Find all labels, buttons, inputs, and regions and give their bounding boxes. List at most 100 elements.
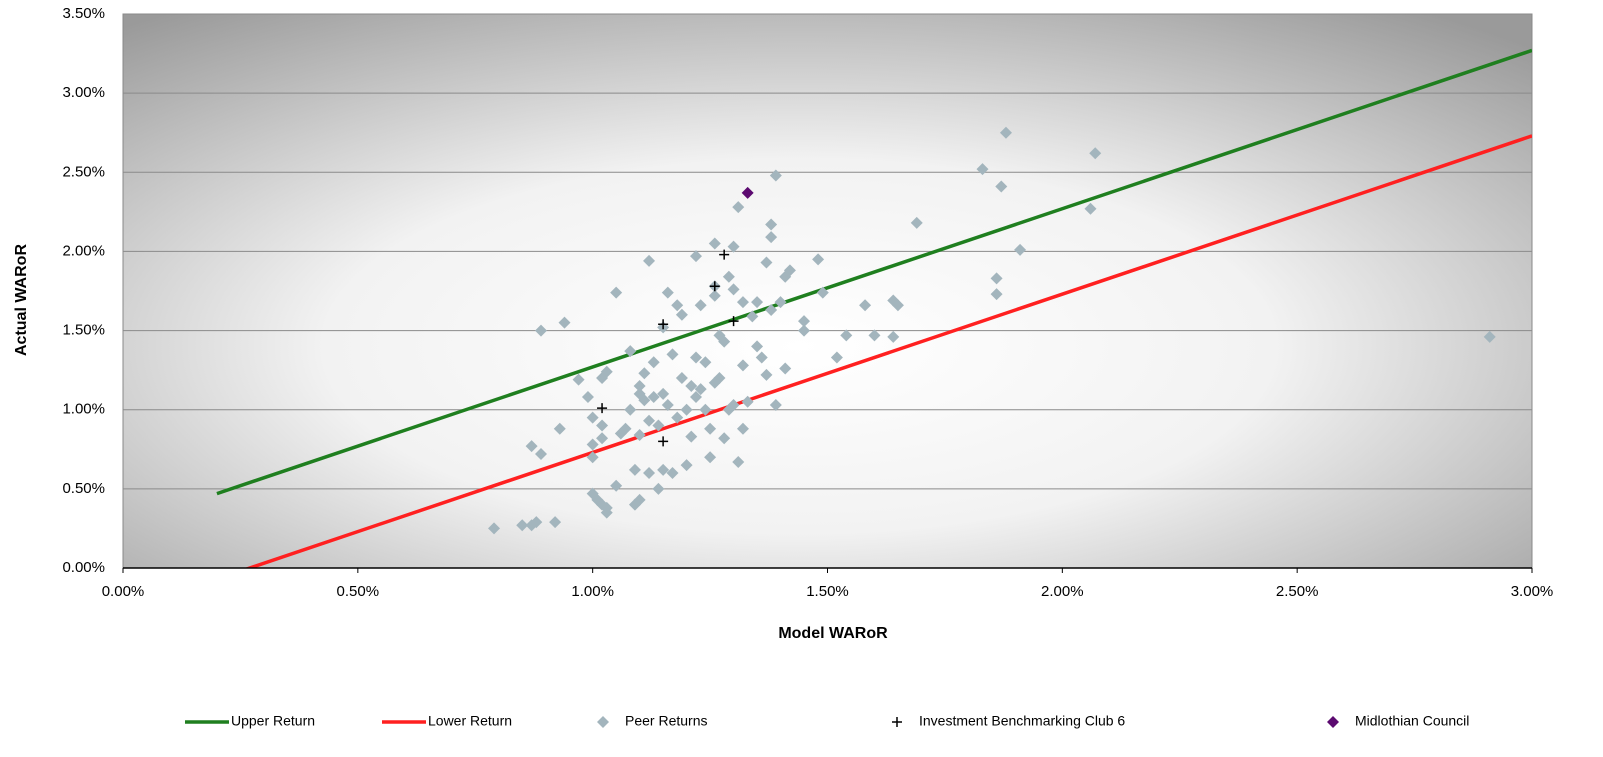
diamond-marker [1483,330,1496,343]
diamond-marker [765,218,778,231]
diamond-marker [689,351,702,364]
diamond-marker [774,296,787,309]
diamond-marker [699,403,712,416]
diamond-marker [689,250,702,263]
diamond-marker [600,365,613,378]
diamond-marker [652,419,665,432]
diamond-marker [722,270,735,283]
diamond-marker [751,340,764,353]
legend-swatch [597,716,609,728]
diamond-marker [647,356,660,369]
diamond-marker [516,519,529,532]
diamond-marker [769,169,782,182]
diamond-marker [488,522,501,535]
diamond-marker [586,438,599,451]
diamond-marker [1089,147,1102,160]
x-tick-label: 3.00% [1511,583,1554,600]
diamond-marker [619,422,632,435]
diamond-marker [553,422,566,435]
x-tick-label: 1.00% [571,583,614,600]
y-tick-label: 3.50% [62,5,105,22]
plus-marker [597,403,608,414]
diamond-marker [708,289,721,302]
diamond-marker [718,335,731,348]
diamond-marker [1014,243,1027,256]
diamond-marker [530,516,543,529]
diamond-marker [741,186,754,199]
diamond-marker [624,345,637,358]
diamond-marker [633,493,646,506]
diamond-marker [995,180,1008,193]
diamond-marker [887,330,900,343]
diamond-marker [643,414,656,427]
legend-label: Upper Return [231,713,315,729]
y-tick-label: 1.00% [62,401,105,418]
diamond-marker [643,254,656,267]
diamond-marker [558,316,571,329]
diamond-marker [666,467,679,480]
x-axis-title: Model WARoR [778,625,888,642]
diamond-marker [704,451,717,464]
diamond-marker [694,299,707,312]
diamond-marker [760,256,773,269]
diamond-marker [610,286,623,299]
diamond-marker [628,463,641,476]
plot-area [122,13,1533,569]
diamond-marker [727,283,740,296]
diamond-marker [732,201,745,214]
diamond-marker [779,362,792,375]
diamond-marker [798,324,811,337]
diamond-marker [525,440,538,453]
diamond-marker [657,387,670,400]
y-tick-label: 1.50% [62,322,105,339]
diamond-marker [596,432,609,445]
grid [123,13,1532,569]
diamond-marker [736,296,749,309]
diamond-marker [910,216,923,229]
diamond-marker [535,448,548,461]
legend-label: Midlothian Council [1355,713,1469,729]
diamond-marker [718,432,731,445]
diamond-marker [976,163,989,176]
plus-marker [719,249,730,260]
legend-swatch [1327,716,1339,728]
diamond-marker [704,422,717,435]
diamond-marker [671,299,684,312]
x-tick-label: 0.50% [337,583,380,600]
y-tick-label: 0.50% [62,480,105,497]
diamond-marker [891,299,904,312]
diamond-marker [572,373,585,386]
diamond-marker [868,329,881,342]
diamond-marker [586,411,599,424]
diamond-marker [816,286,829,299]
marks [216,48,1532,568]
diamond-marker [600,501,613,514]
diamond-marker [652,482,665,495]
diamond-marker [765,303,778,316]
diamond-marker [760,368,773,381]
legend-label: Investment Benchmarking Club 6 [919,713,1125,729]
diamond-marker [999,126,1012,139]
diamond-marker [736,359,749,372]
diamond-marker [680,459,693,472]
plus-marker [658,319,669,330]
diamond-marker [610,479,623,492]
diamond-marker [708,237,721,250]
legend-label: Peer Returns [625,713,707,729]
diamond-marker [535,324,548,337]
y-tick-label: 0.00% [62,559,105,576]
diamond-marker [657,463,670,476]
diamond-marker [765,231,778,244]
diamond-marker [990,288,1003,301]
diamond-marker [694,383,707,396]
diamond-marker [633,379,646,392]
y-tick-label: 2.00% [62,242,105,259]
diamond-marker [746,310,759,323]
diamond-marker [685,430,698,443]
diamond-marker [638,394,651,407]
line [244,134,1532,568]
diamond-marker [661,398,674,411]
diamond-marker [680,403,693,416]
x-tick-label: 1.50% [806,583,849,600]
y-axis-title: Actual WARoR [13,244,30,356]
